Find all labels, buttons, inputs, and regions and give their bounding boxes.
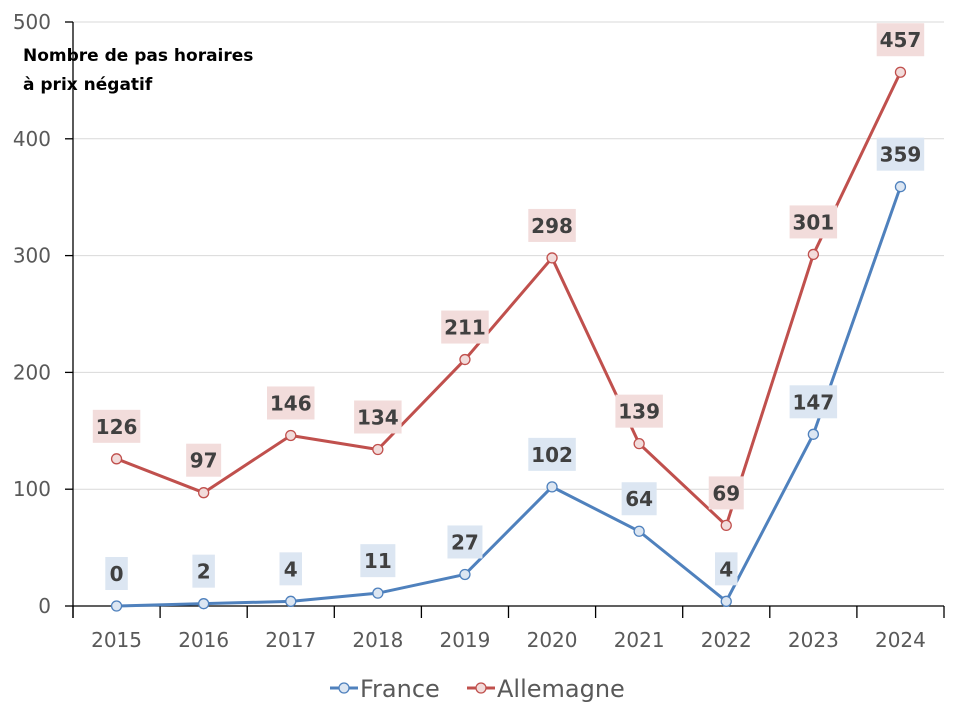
data-point-allemagne (459, 353, 471, 366)
x-tick-label: 2016 (178, 628, 229, 652)
data-label-france: 0 (110, 562, 124, 586)
data-label-allemagne: 298 (531, 214, 573, 238)
data-label-france: 27 (451, 530, 479, 554)
data-label-bg (528, 208, 576, 242)
data-point-france (807, 428, 819, 440)
data-label-france: 2 (197, 560, 211, 584)
series-group (110, 66, 907, 612)
x-tick-label: 2015 (91, 628, 142, 652)
data-point-allemagne (807, 248, 819, 261)
x-tick-label: 2018 (352, 628, 403, 652)
data-label-bg (354, 400, 402, 434)
data-point-france (197, 598, 210, 610)
x-tick-label: 2023 (788, 628, 839, 652)
y-tick-label: 100 (13, 477, 51, 501)
data-point-allemagne (285, 429, 297, 442)
data-label-france: 64 (625, 487, 653, 511)
data-point-france (372, 587, 384, 599)
data-label-bg (192, 554, 215, 588)
y-tick-labels: 0 100 200 300 400 500 (13, 10, 51, 618)
data-label-allemagne: 97 (190, 449, 218, 473)
data-point-allemagne (110, 453, 123, 465)
data-label-bg (789, 205, 838, 239)
data-label-allemagne: 139 (618, 400, 660, 424)
data-point-allemagne (372, 443, 384, 456)
x-tick-labels: 2015 2016 2017 2018 2019 2020 2021 2022 2023 2024 (91, 628, 926, 652)
data-label-france: 359 (880, 143, 922, 167)
x-tick-label: 2017 (265, 628, 316, 652)
data-point-allemagne (546, 252, 558, 264)
data-label-bg (447, 525, 483, 559)
data-label-bg (92, 409, 141, 443)
data-point-allemagne (197, 487, 210, 499)
data-point-france (459, 568, 471, 581)
data-point-france (894, 181, 907, 193)
data-label-france: 147 (792, 390, 834, 414)
axes (65, 21, 945, 618)
legend-label-allemagne: Allemagne (497, 675, 625, 703)
data-label-bg (621, 482, 657, 516)
data-label-allemagne: 211 (444, 316, 486, 340)
data-label-allemagne: 301 (792, 210, 834, 234)
data-label-allemagne: 146 (270, 391, 312, 415)
data-label-bg (876, 23, 925, 57)
data-label-bg (267, 386, 315, 420)
data-point-france (720, 595, 732, 607)
data-label-bg (105, 557, 128, 590)
data-point-france (285, 595, 297, 607)
x-tick-label: 2022 (701, 628, 752, 652)
y-tick-label: 400 (13, 127, 51, 151)
data-label-france: 102 (531, 443, 573, 467)
data-label-bg (615, 394, 663, 428)
data-label-bg (876, 137, 925, 171)
data-label-bg (186, 443, 222, 477)
data-point-allemagne (633, 437, 645, 450)
legend-marker-allemagne (475, 682, 487, 694)
y-tick-label: 300 (13, 244, 51, 268)
data-label-bg (360, 544, 396, 578)
data-label-bg (789, 385, 838, 419)
chart-title-line-1: Nombre de pas horaires (23, 46, 253, 66)
data-label-bg (708, 476, 744, 510)
data-label-allemagne: 126 (96, 415, 138, 439)
legend: France Allemagne (330, 675, 625, 703)
legend-marker-france (338, 682, 350, 694)
data-label-france: 4 (284, 557, 298, 581)
data-label-allemagne: 134 (357, 405, 399, 429)
data-point-france (546, 481, 558, 493)
data-label-allemagne: 457 (880, 28, 922, 52)
data-labels: 0 2 4 11 27 102 64 4 147 359 126 97 146 134 211 298 139 6… (92, 23, 925, 590)
y-tick-label: 200 (13, 360, 51, 384)
series-line-france (116, 186, 902, 608)
x-tick-label: 2019 (439, 628, 490, 652)
data-point-allemagne (720, 519, 732, 532)
data-label-france: 11 (364, 549, 392, 573)
chart-title-line-2: à prix négatif (23, 75, 153, 95)
legend-label-france: France (360, 675, 440, 703)
data-label-bg (279, 552, 302, 586)
data-label-bg (441, 310, 489, 344)
series-line-allemagne (116, 71, 902, 527)
data-point-allemagne (894, 66, 907, 78)
y-tick-label: 500 (13, 10, 51, 34)
y-tick-label: 0 (38, 594, 51, 618)
x-tick-label: 2020 (527, 628, 578, 652)
data-point-france (110, 600, 123, 612)
data-label-allemagne: 69 (712, 481, 740, 505)
gridlines (73, 21, 944, 490)
x-tick-label: 2021 (614, 628, 665, 652)
data-label-france: 4 (719, 557, 733, 581)
data-point-france (633, 525, 645, 537)
x-tick-label: 2024 (875, 628, 926, 652)
data-label-bg (715, 552, 738, 586)
data-label-bg (528, 437, 576, 471)
